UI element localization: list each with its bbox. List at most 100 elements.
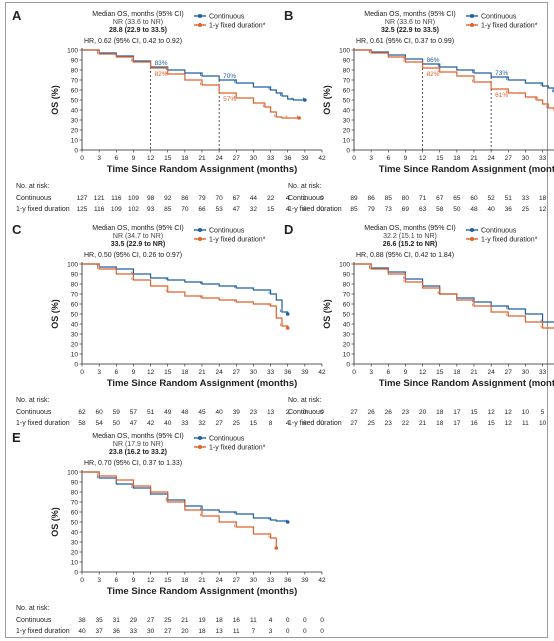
landmark-label-fixed: 57% [223,96,236,103]
x-tick-label: 0 [352,155,356,162]
y-tick-label: 70 [343,77,351,84]
landmark-label-fixed: 82% [155,71,168,78]
risk-cell: 37 [96,628,104,635]
risk-cell: 0 [320,206,324,213]
y-tick-label: 20 [343,127,351,134]
y-tick-label: 60 [343,301,351,308]
y-tick-label: 40 [71,529,79,536]
y-tick-label: 20 [71,549,79,556]
risk-cell: 0 [286,628,290,635]
x-tick-label: 18 [181,369,189,376]
risk-cell: 26 [368,409,376,416]
legend-label: 1-y fixed duration* [209,445,266,452]
x-tick-label: 12 [419,369,427,376]
y-tick-label: 50 [71,519,79,526]
y-tick-label: 100 [339,47,350,54]
risk-cell: 40 [216,409,224,416]
x-tick-label: 18 [453,369,461,376]
risk-cell: 20 [181,628,189,635]
risk-cell: 15 [250,420,258,427]
x-tick-label: 33 [267,577,275,584]
x-tick-label: 15 [164,577,172,584]
panel-letter: B [284,8,293,23]
x-tick-label: 39 [301,577,309,584]
x-tick-label: 39 [301,369,309,376]
series-end-point [285,520,290,524]
y-tick-label: 100 [339,261,350,268]
risk-cell: 50 [453,206,461,213]
y-tick-label: 90 [343,57,351,64]
risk-cell: 26 [385,409,393,416]
panel-a: A Median OS, months (95% CI)NR (33.6 to N… [12,8,326,213]
risk-cell: 127 [77,195,88,202]
y-axis-label: OS (%) [322,85,332,115]
median-fixed: 28.8 (22.9 to 33.5) [109,27,167,34]
y-tick-label: 0 [74,569,78,576]
risk-cell: 18 [198,628,206,635]
median-continuous: 32.2 (15.1 to NR) [383,233,437,240]
y-tick-label: 10 [343,351,351,358]
y-tick-label: 80 [71,67,79,74]
y-tick-label: 70 [71,291,79,298]
risk-cell: 0 [320,409,324,416]
risk-cell: 109 [111,206,122,213]
legend-marker [198,23,202,27]
legend-label: 1-y fixed duration* [209,23,266,30]
risk-cell: 27 [147,617,155,624]
risk-cell: 25 [522,206,530,213]
y-tick-label: 50 [343,311,351,318]
risk-cell: 25 [368,420,376,427]
risk-cell: 121 [94,195,105,202]
landmark-label-fixed: 61% [495,92,508,99]
y-tick-label: 90 [71,271,79,278]
median-continuous: NR (33.6 to NR) [385,19,435,26]
x-tick-label: 6 [114,369,118,376]
x-tick-label: 15 [436,369,444,376]
risk-row-label: Continuous [16,617,52,624]
risk-cell: 4 [286,195,290,202]
y-axis-label: OS (%) [50,507,60,537]
y-tick-label: 50 [71,97,79,104]
y-tick-label: 50 [343,97,351,104]
risk-cell: 48 [470,206,478,213]
y-tick-label: 80 [343,281,351,288]
x-tick-label: 30 [250,369,258,376]
risk-cell: 0 [303,206,307,213]
x-tick-label: 9 [132,369,136,376]
risk-cell: 11 [250,617,257,624]
x-tick-label: 15 [164,369,172,376]
y-tick-label: 60 [71,301,79,308]
x-tick-label: 6 [386,155,390,162]
series-line-continuous [354,49,554,93]
x-tick-label: 33 [267,155,275,162]
y-tick-label: 100 [67,261,78,268]
x-tick-label: 6 [114,155,118,162]
risk-cell: 70 [216,195,224,202]
median-continuous: NR (33.6 to NR) [113,19,163,26]
risk-cell: 20 [419,409,427,416]
legend-label: Continuous [481,228,517,235]
risk-cell: 36 [113,628,121,635]
median-os-title: Median OS, months (95% CI) [364,225,455,232]
risk-cell: 0 [320,420,324,427]
panel-e: E Median OS, months (95% CI)NR (17.9 to N… [12,430,326,635]
x-tick-label: 36 [284,369,292,376]
x-tick-label: 27 [233,155,241,162]
x-tick-label: 27 [233,369,241,376]
series-line-fixed [82,49,300,119]
risk-cell: 21 [419,420,427,427]
x-tick-label: 3 [97,577,101,584]
risk-cell: 39 [233,409,241,416]
risk-cell: 27 [350,420,358,427]
risk-cell: 47 [130,420,138,427]
risk-cell: 12 [539,206,547,213]
risk-cell: 10 [539,420,547,427]
risk-cell: 0 [303,617,307,624]
risk-cell: 18 [436,409,444,416]
x-tick-label: 18 [181,155,189,162]
x-tick-label: 3 [97,155,101,162]
y-tick-label: 20 [343,341,351,348]
risk-cell: 125 [77,206,88,213]
risk-cell: 66 [198,206,206,213]
